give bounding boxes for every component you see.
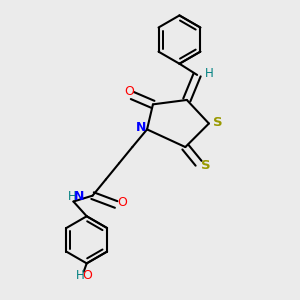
Text: S: S (213, 116, 223, 128)
Text: N: N (135, 122, 146, 134)
Text: H: H (205, 67, 213, 80)
Text: H: H (76, 268, 84, 282)
Text: S: S (201, 159, 211, 172)
Text: O: O (82, 268, 92, 282)
Text: H: H (68, 190, 76, 203)
Text: O: O (118, 196, 128, 209)
Text: O: O (124, 85, 134, 98)
Text: N: N (74, 190, 84, 203)
